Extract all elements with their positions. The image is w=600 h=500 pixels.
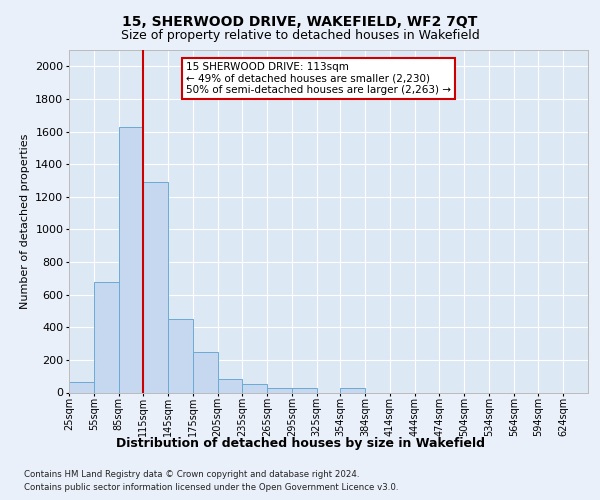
Bar (143, 182, 168, 392)
Text: Contains HM Land Registry data © Crown copyright and database right 2024.: Contains HM Land Registry data © Crown c… (24, 470, 359, 479)
Bar (119, 126, 143, 392)
Bar (218, 378, 242, 392)
Bar (168, 319, 193, 392)
Bar (242, 384, 267, 392)
Text: 15, SHERWOOD DRIVE, WAKEFIELD, WF2 7QT: 15, SHERWOOD DRIVE, WAKEFIELD, WF2 7QT (122, 15, 478, 29)
Bar (267, 388, 292, 392)
Text: 15 SHERWOOD DRIVE: 113sqm
← 49% of detached houses are smaller (2,230)
50% of se: 15 SHERWOOD DRIVE: 113sqm ← 49% of detac… (186, 62, 451, 95)
Text: Contains public sector information licensed under the Open Government Licence v3: Contains public sector information licen… (24, 483, 398, 492)
Bar (69, 382, 94, 392)
Text: Size of property relative to detached houses in Wakefield: Size of property relative to detached ho… (121, 29, 479, 42)
Y-axis label: Number of detached properties: Number of detached properties (20, 134, 30, 309)
Bar (193, 352, 218, 393)
Bar (94, 282, 119, 393)
Text: Distribution of detached houses by size in Wakefield: Distribution of detached houses by size … (115, 438, 485, 450)
Bar (292, 388, 317, 392)
Bar (340, 388, 365, 392)
